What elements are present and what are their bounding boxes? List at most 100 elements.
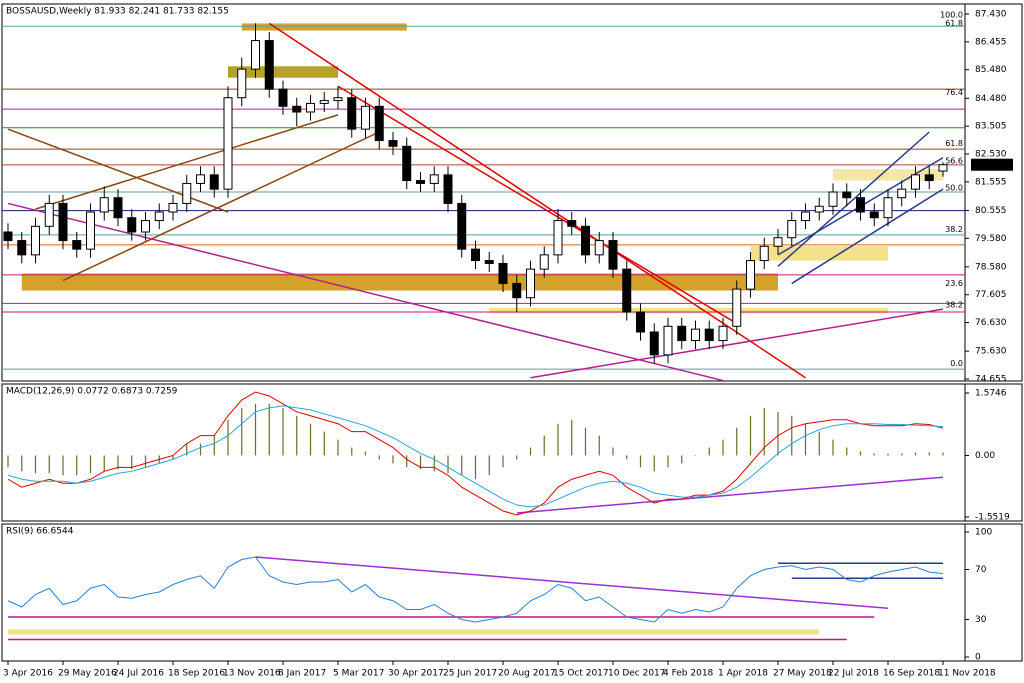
x-tick-label: 25 Jun 2017 (443, 669, 497, 679)
x-tick-label: 18 Sep 2016 (168, 669, 225, 679)
macd-bar (7, 455, 9, 468)
candle-body (787, 220, 797, 239)
candle-body (938, 164, 948, 172)
x-tick-label: 16 Sep 2018 (883, 669, 940, 679)
y-tick-label: 82.530 (975, 150, 1007, 160)
macd-bar (392, 455, 394, 464)
x-tick-label: 8 Jan 2017 (278, 669, 326, 679)
rsi-line (7, 556, 944, 623)
candle-body (319, 100, 329, 104)
x-tick-label: 15 Oct 2017 (553, 669, 609, 679)
candle-body (526, 268, 535, 299)
y-tick-label: -1.5519 (975, 513, 1010, 523)
candle-body (168, 202, 178, 213)
candle-body (237, 68, 247, 99)
macd-bar (571, 419, 573, 456)
candle-body (443, 174, 453, 204)
candle-body (416, 180, 425, 184)
macd-bar (777, 411, 779, 456)
macd-bar (433, 455, 435, 472)
candle-body (759, 245, 769, 262)
candle-body (567, 220, 577, 227)
macd-bar (103, 455, 105, 472)
candle-body (251, 40, 260, 70)
fib-label: 38.2 (945, 225, 963, 234)
trendline (255, 556, 889, 609)
macd-bar (131, 455, 133, 470)
macd-bar (254, 403, 257, 456)
y-tick-label: 85.480 (975, 65, 1007, 75)
macd-line (7, 405, 944, 508)
candle-body (113, 197, 123, 219)
macd-bar (516, 455, 518, 460)
panel (1, 383, 1023, 522)
y-tick-label: 1.5746 (975, 389, 1007, 399)
candle-body (883, 197, 893, 219)
macd-bar (364, 451, 367, 456)
candle-body (677, 325, 687, 342)
trendline (62, 131, 380, 282)
zone (228, 66, 338, 78)
candle-body (663, 325, 673, 356)
candle-body (347, 97, 357, 130)
candle-body (333, 97, 343, 102)
macd-bar (914, 452, 917, 456)
macd-bar (846, 447, 848, 456)
candle-body (264, 40, 274, 90)
panel-title: RSI(9) 66.6544 (6, 527, 74, 537)
candle-body (704, 328, 714, 342)
candle-body (814, 205, 824, 213)
candle-body (429, 174, 439, 184)
macd-bar (529, 447, 532, 456)
macd-bar (461, 455, 463, 476)
macd-bar (667, 455, 669, 468)
macd-bar (804, 423, 807, 456)
zone (750, 246, 888, 261)
zone (8, 629, 820, 635)
y-tick-label: 70 (975, 565, 987, 575)
macd-bar (89, 455, 92, 474)
candle-body (608, 240, 618, 270)
macd-bar (378, 455, 380, 460)
candle-body (828, 191, 838, 207)
candle-body (86, 211, 95, 250)
candle-body (691, 328, 700, 342)
macd-bar (873, 453, 875, 456)
macd-bar (21, 455, 23, 472)
candle-body (718, 325, 728, 342)
last-price-label: 82.155 (974, 160, 1006, 170)
macd-bar (172, 455, 174, 460)
candle-body (553, 220, 563, 256)
macd-bar (186, 443, 188, 456)
x-tick-label: 11 Nov 2018 (938, 669, 996, 679)
trendline (516, 476, 944, 514)
candle-body (649, 331, 659, 356)
y-tick-label: 79.580 (975, 234, 1007, 244)
macd-bar (832, 439, 834, 456)
candle-body (498, 262, 508, 284)
macd-bar (117, 455, 119, 470)
macd-bar (818, 431, 820, 456)
fib-label: 0.0 (950, 359, 963, 368)
candle-body (209, 174, 219, 190)
candle-body (471, 248, 480, 262)
macd-bar (144, 455, 147, 468)
macd-bar (708, 447, 710, 456)
macd-bar (282, 407, 284, 456)
candle-body (127, 217, 137, 233)
candle-body (44, 202, 54, 227)
macd-bar (557, 423, 559, 456)
candle-body (746, 260, 755, 290)
macd-bar (736, 427, 738, 456)
fib-label: 100.0 (940, 11, 963, 20)
candle-body (897, 188, 907, 199)
macd-bar (48, 455, 50, 474)
zone (21, 273, 778, 291)
macd-bar (584, 427, 587, 456)
x-tick-label: 10 Dec 2017 (608, 669, 666, 679)
last-price-box (971, 158, 1013, 171)
trendline (7, 128, 229, 213)
